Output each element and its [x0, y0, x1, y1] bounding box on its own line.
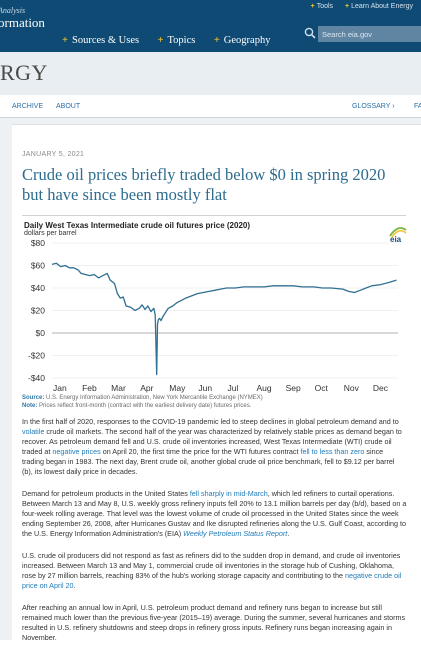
y-tick-label: $0 — [36, 328, 46, 338]
paragraph-text: After reaching an annual low in April, U… — [22, 603, 406, 642]
y-tick-label: $20 — [31, 306, 45, 316]
nav-geography[interactable]: + Geography — [213, 35, 271, 46]
brand-tagline: Analysis — [0, 6, 26, 15]
paragraph-text: In the first half of 2020, responses to … — [22, 417, 399, 426]
chart-y-unit: dollars per barrel — [24, 230, 77, 237]
utility-links: + Tools + Learn About Energy — [301, 3, 413, 10]
plus-icon: + — [310, 3, 315, 10]
eia-logo-icon — [389, 227, 407, 238]
section-subnav: ARCHIVE ABOUT GLOSSARY › FA — [0, 95, 421, 118]
x-tick-label: Oct — [315, 383, 329, 393]
x-tick-label: Aug — [257, 383, 272, 393]
article-headline: Crude oil prices briefly traded below $0… — [22, 165, 386, 204]
x-tick-label: Feb — [82, 383, 97, 393]
main-nav: + Sources & Uses + Topics + Geography — [62, 30, 284, 48]
y-tick-label: -$40 — [28, 373, 45, 383]
y-tick-label: $60 — [31, 261, 45, 271]
chart-source: Source: U.S. Energy Information Administ… — [22, 395, 263, 401]
paragraph-text: . — [287, 528, 290, 538]
plus-icon: + — [345, 3, 350, 10]
inline-link[interactable]: negative crude oil price on April 20 — [22, 570, 402, 590]
search-icon[interactable] — [304, 27, 316, 39]
article-paragraph-1: In the first half of 2020, responses to … — [22, 417, 407, 476]
eia-logo-text: eia — [390, 235, 402, 244]
inline-link[interactable]: fell sharply in mid-March — [189, 489, 268, 498]
top-header-bar: Analysis ormation + Tools + Learn About En… — [0, 0, 421, 52]
article-paragraph-4: After reaching an annual low in April, U… — [22, 603, 407, 643]
subnav-glossary[interactable]: GLOSSARY › — [352, 103, 395, 110]
paragraph-text: U.S. crude oil producers did not respond… — [22, 551, 401, 580]
x-tick-label: May — [169, 383, 186, 393]
section-title: RGY — [0, 60, 48, 85]
y-tick-label: $80 — [31, 238, 45, 248]
y-tick-label: -$20 — [28, 351, 45, 361]
tools-link[interactable]: + Tools — [310, 3, 334, 10]
x-tick-label: Mar — [111, 383, 126, 393]
paragraph-text: on April 20, the first time the price fo… — [100, 446, 301, 456]
x-tick-label: Jun — [198, 383, 212, 393]
plus-icon: + — [157, 35, 164, 46]
section-banner — [0, 52, 421, 95]
x-tick-label: Nov — [344, 383, 360, 393]
wti-price-chart: $80 $60 $40 $20 $0 -$20 -$40 Jan Feb Mar Apr May Jun… — [28, 238, 398, 393]
chart-container — [22, 215, 406, 414]
article-paragraph-2: Demand for petroleum products in the Uni… — [22, 489, 407, 539]
x-tick-label: Apr — [140, 383, 153, 393]
inline-link[interactable]: volatile — [22, 426, 45, 436]
x-tick-label: Dec — [373, 383, 389, 393]
y-tick-label: $40 — [31, 283, 45, 293]
nav-sources-uses[interactable]: + Sources & Uses — [62, 35, 140, 46]
search-input[interactable] — [318, 26, 421, 42]
brand-name[interactable]: ormation — [0, 15, 45, 30]
x-tick-label: Jul — [227, 383, 238, 393]
paragraph-text: crude oil markets. The second half of th… — [22, 426, 402, 456]
nav-topics[interactable]: + Topics — [157, 35, 196, 46]
price-series-line — [51, 262, 397, 376]
plus-icon: + — [213, 35, 220, 46]
subnav-archive[interactable]: ARCHIVE — [12, 103, 44, 110]
inline-link[interactable]: negative prices — [52, 446, 101, 456]
subnav-faq[interactable]: FA — [414, 103, 421, 110]
paragraph-text: Demand for petroleum products in the Uni… — [22, 489, 190, 498]
inline-link[interactable]: Weekly Petroleum Status Report — [183, 528, 288, 538]
paragraph-text: , which led refiners to curtail operatio… — [22, 489, 407, 538]
chart-note: Note: Prices reflect front-month (contra… — [22, 403, 252, 409]
inline-link[interactable]: fell to less than zero — [300, 446, 365, 456]
paragraph-text: since trading began in 1983. The next da… — [22, 446, 395, 476]
search-area — [304, 26, 421, 42]
article-panel — [12, 124, 421, 645]
subnav-about[interactable]: ABOUT — [56, 103, 81, 110]
article-paragraph-3: U.S. crude oil producers did not respond… — [22, 551, 407, 591]
x-tick-label: Sep — [286, 383, 301, 393]
learn-about-energy-link[interactable]: + Learn About Energy — [345, 3, 413, 10]
x-tick-label: Jan — [53, 383, 67, 393]
article-date: JANUARY 5, 2021 — [22, 151, 85, 158]
paragraph-text: . — [73, 580, 76, 590]
plus-icon: + — [62, 35, 68, 46]
chart-title: Daily West Texas Intermediate crude oil … — [24, 221, 251, 230]
